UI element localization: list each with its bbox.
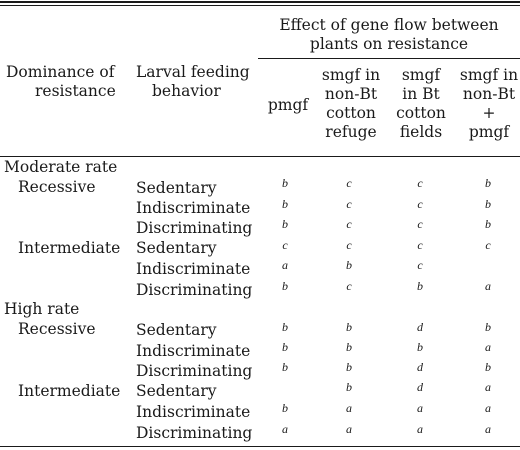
behavior-label: Indiscriminate [136, 403, 251, 421]
value-cell: a [417, 401, 423, 415]
value-cell: a [346, 401, 352, 415]
col-smgf-refuge-line1: smgf in [321, 66, 381, 84]
value-cell: a [485, 401, 491, 415]
col-pmgf-header: pmgf [267, 96, 309, 114]
value-cell: b [282, 320, 288, 334]
value-cell: b [282, 217, 288, 231]
value-cell: b [485, 197, 491, 211]
behavior-label: Discriminating [136, 219, 253, 237]
value-cell: c [346, 176, 352, 190]
value-cell: b [282, 279, 288, 293]
feeding-header-line1: Larval feeding [136, 63, 250, 81]
value-cell: c [417, 217, 423, 231]
behavior-label: Indiscriminate [136, 199, 251, 217]
section-title: High rate [4, 300, 80, 318]
value-cell: c [417, 176, 423, 190]
value-cell: d [417, 380, 423, 394]
col-smgf-bt-line4: fields [399, 123, 443, 141]
value-cell: b [346, 258, 352, 272]
value-cell: c [346, 238, 352, 252]
behavior-label: Sedentary [136, 239, 217, 257]
section-title: Moderate rate [4, 158, 118, 176]
behavior-label: Indiscriminate [136, 342, 251, 360]
col-smgf-bt-line1: smgf [401, 66, 441, 84]
dominance-label: Recessive [18, 178, 96, 196]
value-cell: a [346, 422, 352, 436]
value-cell: c [417, 258, 423, 272]
value-cell: c [417, 197, 423, 211]
behavior-label: Indiscriminate [136, 260, 251, 278]
top-rule [0, 1, 520, 3]
top-rule-inner [0, 5, 520, 6]
value-cell: b [485, 176, 491, 190]
value-cell: a [485, 422, 491, 436]
value-cell: a [282, 258, 288, 272]
behavior-label: Sedentary [136, 382, 217, 400]
value-cell: a [485, 340, 491, 354]
feeding-header-line2: behavior [152, 82, 221, 100]
col-smgf-pmgf-line3: + [482, 104, 496, 122]
value-cell: c [485, 238, 491, 252]
value-cell: b [282, 340, 288, 354]
value-cell: b [485, 320, 491, 334]
behavior-label: Discriminating [136, 362, 253, 380]
behavior-label: Discriminating [136, 281, 253, 299]
value-cell: c [282, 238, 288, 252]
behavior-label: Sedentary [136, 321, 217, 339]
value-cell: b [346, 320, 352, 334]
col-smgf-refuge-line3: cotton [326, 104, 376, 122]
value-cell: a [282, 422, 288, 436]
value-cell: b [282, 360, 288, 374]
value-cell: b [417, 279, 423, 293]
value-cell: b [485, 217, 491, 231]
dominance-label: Intermediate [18, 239, 121, 257]
dominance-label: Intermediate [18, 382, 121, 400]
col-smgf-refuge-line4: refuge [325, 123, 377, 141]
col-smgf-bt-line3: cotton [396, 104, 446, 122]
effect-group-header-line1: Effect of gene flow between [279, 16, 499, 34]
value-cell: b [346, 340, 352, 354]
value-cell: c [417, 238, 423, 252]
dominance-header-line2: resistance [35, 82, 116, 100]
bottom-rule [0, 446, 520, 447]
value-cell: b [346, 380, 352, 394]
value-cell: b [282, 197, 288, 211]
col-smgf-pmgf-line2: non-Bt [462, 85, 516, 103]
dominance-header-line1: Dominance of [6, 63, 115, 81]
value-cell: b [282, 176, 288, 190]
value-cell: d [417, 360, 423, 374]
value-cell: a [485, 279, 491, 293]
value-cell: a [485, 380, 491, 394]
value-cell: b [485, 360, 491, 374]
col-smgf-refuge-line2: non-Bt [324, 85, 378, 103]
col-smgf-pmgf-line1: smgf in [459, 66, 519, 84]
header-bottom-rule [0, 156, 520, 157]
value-cell: c [346, 217, 352, 231]
value-cell: b [346, 360, 352, 374]
col-smgf-bt-line2: in Bt [402, 85, 440, 103]
value-cell: b [417, 340, 423, 354]
value-cell: c [346, 279, 352, 293]
value-cell: a [417, 422, 423, 436]
value-cell: b [282, 401, 288, 415]
value-cell: c [346, 197, 352, 211]
effect-group-header-line2: plants on resistance [309, 35, 469, 53]
group-header-rule [258, 58, 520, 59]
value-cell: d [417, 320, 423, 334]
dominance-label: Recessive [18, 320, 96, 338]
behavior-label: Sedentary [136, 179, 217, 197]
behavior-label: Discriminating [136, 424, 253, 442]
col-smgf-pmgf-line4: pmgf [468, 123, 510, 141]
